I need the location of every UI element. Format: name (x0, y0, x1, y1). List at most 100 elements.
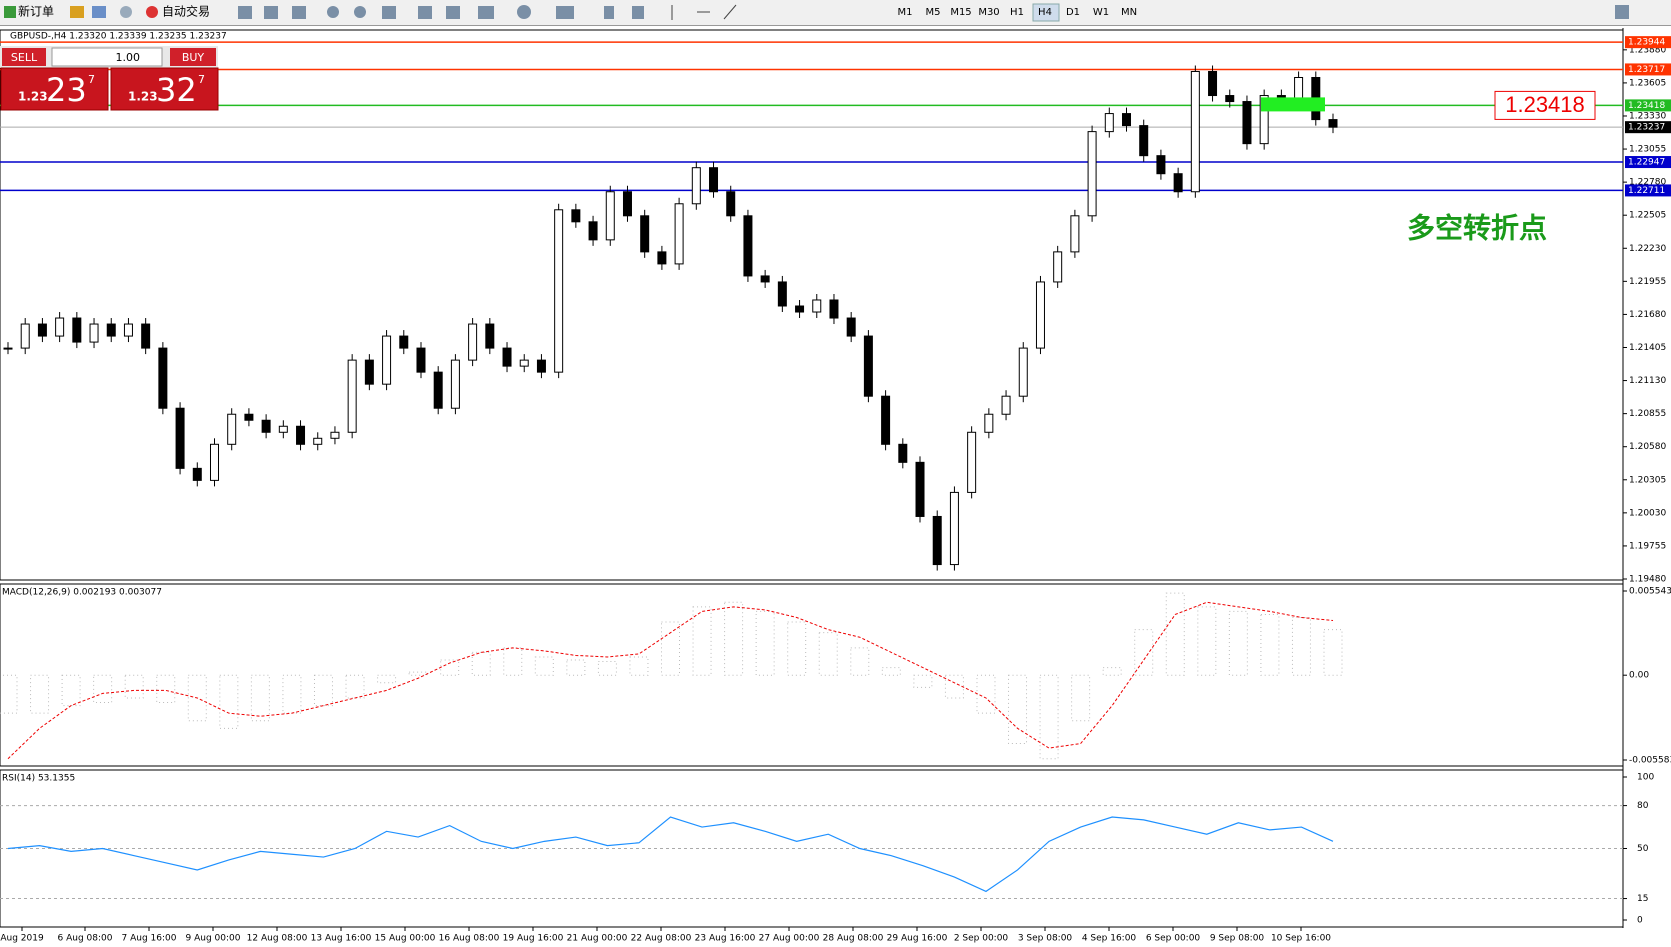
macd-bar (471, 651, 491, 676)
timeframe-button[interactable]: D1 (1066, 7, 1080, 18)
timeframe-button[interactable]: M15 (950, 7, 971, 18)
buy-button[interactable] (170, 48, 216, 66)
new-order-icon[interactable] (4, 6, 16, 18)
price-tile[interactable] (110, 67, 219, 111)
auto-trading[interactable]: 自动交易 (162, 4, 210, 19)
macd-bar (503, 647, 523, 676)
timeframe-button[interactable]: M5 (926, 7, 941, 18)
timeframe-button[interactable]: MN (1121, 7, 1137, 18)
candle (1225, 95, 1235, 103)
macd-bar (1165, 592, 1185, 676)
new-order[interactable]: 新订单 (18, 4, 54, 19)
candle (55, 317, 65, 337)
macd-bar (850, 647, 870, 676)
macd-bar (377, 674, 397, 684)
y-tick-label: 1.22505 (1629, 211, 1666, 221)
macd-bar (944, 674, 964, 699)
y-tick-label: 1.20580 (1629, 442, 1666, 452)
x-tick-label: 12 Aug 08:00 (247, 934, 308, 944)
macd-bar (187, 674, 207, 722)
x-tick-label: 6 Sep 00:00 (1146, 934, 1201, 944)
icon[interactable] (70, 6, 84, 18)
y-tick-label: 1.19755 (1629, 541, 1666, 551)
pane (0, 583, 1624, 767)
x-tick-label: 29 Aug 16:00 (887, 934, 948, 944)
candle (227, 413, 237, 445)
candle (760, 275, 770, 283)
timeframe-button[interactable]: W1 (1093, 7, 1109, 18)
macd-bar (30, 674, 50, 714)
timeframe-button[interactable]: H1 (1010, 7, 1024, 18)
x-tick-label: 22 Aug 08:00 (631, 934, 692, 944)
candle (1001, 395, 1011, 415)
candle (657, 251, 667, 265)
candle (898, 443, 908, 463)
y-tick-label: 15 (1637, 894, 1648, 904)
candle (1070, 215, 1080, 253)
candle (1087, 131, 1097, 217)
x-tick-label: 7 Aug 16:00 (122, 934, 177, 944)
price-label: 1.23237 (1628, 123, 1665, 133)
y-tick-label: 1.21405 (1629, 343, 1666, 353)
macd-bar (282, 674, 302, 714)
buy-text[interactable]: BUY (182, 51, 205, 64)
candle (485, 323, 495, 349)
candle (244, 413, 254, 421)
tool-trend[interactable] (723, 4, 737, 20)
timeframe-button[interactable]: M1 (898, 7, 913, 18)
candle (984, 413, 994, 433)
price-big: 32 (156, 71, 197, 109)
candle (296, 425, 306, 445)
y-tick-label: 0 (1637, 916, 1643, 926)
price-sup: 7 (88, 73, 95, 86)
candle (1122, 113, 1132, 127)
price-label-bg (1625, 121, 1671, 134)
y-tick-label: 1.23330 (1629, 111, 1666, 121)
icon[interactable] (120, 6, 132, 18)
macd-bar (124, 674, 144, 699)
auto-trading-icon[interactable] (146, 6, 158, 18)
y-tick-label: 1.22780 (1629, 178, 1666, 188)
x-tick-label: 27 Aug 00:00 (759, 934, 820, 944)
candle (1053, 251, 1063, 283)
candle (829, 299, 839, 319)
macd-bar (1134, 629, 1154, 676)
x-tick-label: 21 Aug 00:00 (567, 934, 628, 944)
sell-text[interactable]: SELL (11, 51, 38, 64)
lots-box[interactable] (51, 47, 163, 67)
search-icon[interactable] (1615, 5, 1629, 19)
y-tick-label: 1.19480 (1629, 575, 1666, 585)
candle (3, 347, 13, 350)
candle (450, 359, 460, 409)
macd-bar (156, 674, 176, 704)
candle (399, 335, 409, 349)
x-tick-label: Aug 2019 (0, 934, 44, 944)
lots[interactable]: 1.00 (116, 51, 141, 64)
price-tile[interactable] (0, 67, 109, 111)
macd-bar (61, 674, 81, 707)
candle (726, 191, 736, 217)
sell-button[interactable] (2, 48, 46, 66)
macd-title: MACD(12,26,9) 0.002193 0.003077 (2, 588, 162, 598)
timeframe-button[interactable]: M30 (978, 7, 999, 18)
x-tick-label: 19 Aug 16:00 (503, 934, 564, 944)
price-label-bg (1625, 99, 1671, 112)
icon[interactable] (92, 6, 106, 18)
candle (382, 335, 392, 385)
y-tick-label: 1.20855 (1629, 409, 1666, 419)
candle (605, 191, 615, 241)
price-label-bg (1625, 156, 1671, 169)
toolbar (0, 0, 1671, 25)
candle (588, 221, 598, 241)
macd-bar (1260, 613, 1280, 676)
y-tick-label: 1.21680 (1629, 310, 1666, 320)
price-prefix: 1.23 (128, 90, 158, 104)
macd-bar (1228, 610, 1248, 676)
candle (416, 347, 426, 373)
candle (1328, 119, 1338, 128)
timeframe-button[interactable]: H4 (1038, 7, 1052, 18)
timeframe-active[interactable] (1032, 3, 1060, 22)
candle (468, 323, 478, 361)
price-label-bg (1625, 184, 1671, 197)
